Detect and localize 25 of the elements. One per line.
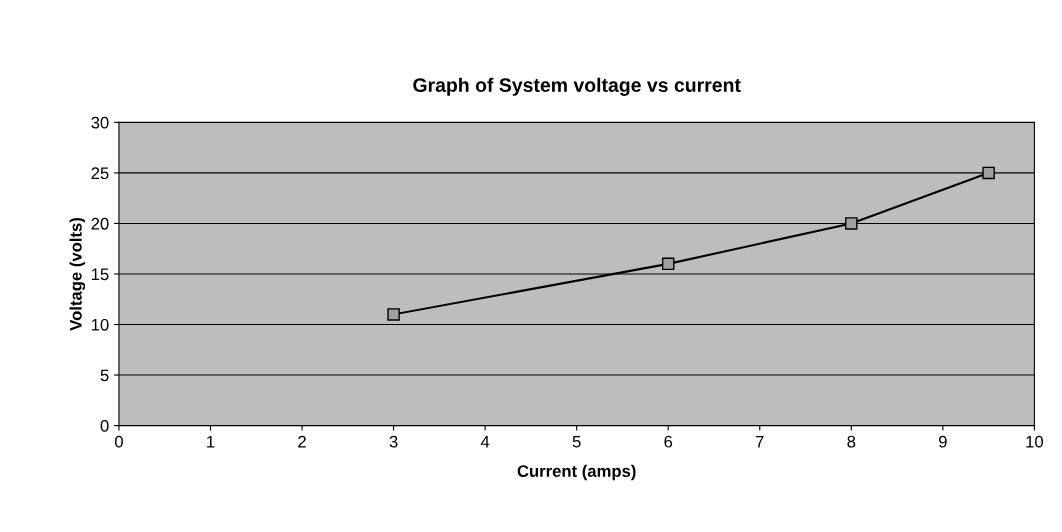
x-tick-label: 4 [480, 435, 490, 448]
y-tick-label: 20 [91, 217, 109, 230]
y-tick-label: 5 [100, 369, 109, 382]
point [982, 166, 995, 180]
y-tick-label: 0 [100, 420, 109, 432]
x-tick-label: 10 [1026, 435, 1044, 448]
x-axis-title: Current (amps) [517, 464, 636, 481]
x-tick-label: 5 [572, 435, 581, 448]
x-tick-label: 6 [664, 435, 673, 448]
point [387, 308, 400, 321]
chart-title: Graph of System voltage vs current [413, 77, 741, 96]
x-tick-label: 0 [114, 435, 123, 448]
y-tick-label: 15 [91, 268, 109, 281]
y-tick-label: 30 [91, 116, 109, 129]
x-tick-label: 9 [938, 435, 947, 448]
x-tick-label: 1 [207, 435, 215, 448]
x-tick-label: 7 [755, 435, 764, 448]
x-tick-label: 8 [847, 435, 856, 448]
y-axis-title: Voltage (volts) [69, 218, 86, 331]
x-tick-label: 2 [298, 435, 306, 448]
x-tick-label: 3 [389, 435, 398, 448]
y-tick-label: 25 [91, 167, 109, 180]
point [845, 217, 858, 230]
y-tick-label: 10 [91, 318, 109, 331]
point [661, 257, 675, 271]
